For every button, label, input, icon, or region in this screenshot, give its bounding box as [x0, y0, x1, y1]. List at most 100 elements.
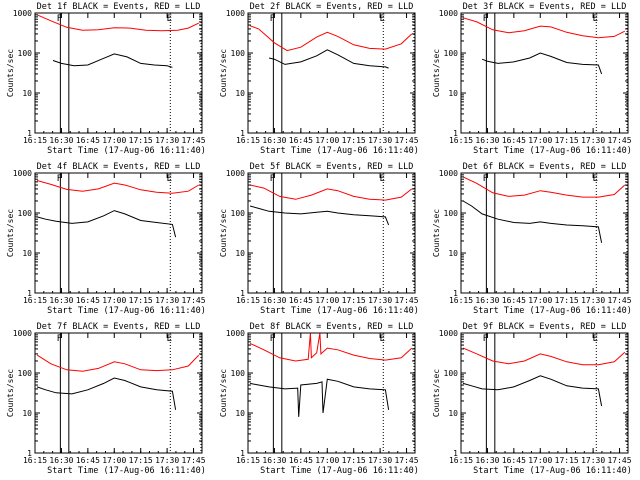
y-axis-label: Counts/sec [6, 49, 15, 97]
x-tick-label: 17:15 [342, 456, 366, 465]
x-tick-label: 17:15 [129, 136, 153, 145]
lld-series-line [249, 25, 413, 52]
x-tick-label: 16:45 [76, 296, 100, 305]
x-tick-label: 16:45 [289, 136, 313, 145]
x-tick-label: 17:00 [102, 456, 126, 465]
plot-frame [247, 172, 416, 294]
marker-label: E [593, 174, 598, 184]
marker-label: F [57, 174, 62, 184]
x-tick-label: 16:45 [289, 456, 313, 465]
plot-frame [460, 172, 629, 294]
marker-label: F [270, 334, 275, 344]
y-tick-label: 1 [240, 289, 245, 298]
y-axis-label: Counts/sec [219, 49, 228, 97]
x-tick-label: 17:45 [394, 136, 418, 145]
x-tick-label: 16:45 [76, 136, 100, 145]
x-axis-label: Start Time (17-Aug-06 16:11:40) [473, 466, 632, 476]
x-tick-label: 17:00 [102, 296, 126, 305]
events-series-line [36, 377, 177, 410]
plot-frame [460, 332, 629, 454]
panel-title: Det 3f BLACK = Events, RED = LLD [463, 2, 627, 12]
x-axis-label: Start Time (17-Aug-06 16:11:40) [47, 306, 206, 316]
plot-frame [34, 172, 203, 294]
y-tick-label: 10 [22, 89, 32, 98]
panel-title: Det 8f BLACK = Events, RED = LLD [250, 322, 414, 332]
x-tick-label: 17:45 [394, 296, 418, 305]
x-tick-label: 17:30 [368, 456, 392, 465]
x-tick-label: 16:30 [49, 296, 73, 305]
x-tick-label: 16:45 [76, 456, 100, 465]
y-tick-label: 1 [27, 449, 32, 458]
y-tick-label: 1 [240, 449, 245, 458]
marker-label: E [380, 334, 385, 344]
x-tick-label: 17:15 [342, 296, 366, 305]
marker-label: E [167, 334, 172, 344]
x-tick-label: 16:30 [262, 456, 286, 465]
y-tick-label: 1000 [439, 169, 458, 178]
panel-det-7: Det 7f BLACK = Events, RED = LLD F E 1 10 100… [6, 322, 206, 476]
y-tick-label: 100 [444, 209, 459, 218]
x-axis-label: Start Time (17-Aug-06 16:11:40) [260, 146, 419, 156]
y-tick-label: 10 [235, 409, 245, 418]
panel-title: Det 4f BLACK = Events, RED = LLD [37, 162, 201, 172]
panel-det-9: Det 9f BLACK = Events, RED = LLD F E 1 10 100… [432, 322, 632, 476]
marker-label: E [380, 174, 385, 184]
y-tick-label: 1000 [439, 9, 458, 18]
plot-frame [34, 12, 203, 134]
plot-frame [247, 332, 416, 454]
lld-series-line [249, 184, 413, 201]
x-tick-label: 16:15 [23, 136, 47, 145]
events-series-line [52, 53, 173, 68]
x-tick-label: 16:30 [262, 136, 286, 145]
x-tick-label: 17:00 [102, 136, 126, 145]
x-tick-label: 17:15 [129, 296, 153, 305]
x-tick-label: 17:15 [555, 456, 579, 465]
x-tick-label: 16:30 [49, 456, 73, 465]
marker-label: F [483, 334, 488, 344]
marker-label: F [270, 174, 275, 184]
y-tick-label: 1 [27, 289, 32, 298]
plot-frame [460, 12, 629, 134]
lld-series-line [36, 14, 200, 32]
x-axis-label: Start Time (17-Aug-06 16:11:40) [260, 306, 419, 316]
y-tick-label: 1 [453, 129, 458, 138]
y-tick-label: 100 [444, 369, 459, 378]
x-tick-label: 17:15 [555, 296, 579, 305]
y-tick-label: 100 [18, 369, 33, 378]
y-tick-label: 1000 [226, 9, 245, 18]
y-tick-label: 10 [235, 89, 245, 98]
x-tick-label: 17:45 [181, 456, 205, 465]
y-tick-label: 1000 [226, 329, 245, 338]
y-tick-label: 1000 [13, 9, 32, 18]
y-tick-label: 100 [231, 209, 246, 218]
lld-series-line [462, 176, 626, 198]
x-tick-label: 17:00 [528, 296, 552, 305]
lld-series-line [36, 180, 200, 194]
y-axis-label: Counts/sec [432, 49, 441, 97]
x-axis-label: Start Time (17-Aug-06 16:11:40) [473, 146, 632, 156]
x-tick-label: 17:45 [607, 456, 631, 465]
x-tick-label: 16:30 [49, 136, 73, 145]
y-tick-label: 10 [448, 249, 458, 258]
marker-label: E [167, 174, 172, 184]
x-tick-label: 16:15 [236, 456, 260, 465]
lld-series-line [462, 17, 626, 39]
x-tick-label: 16:45 [502, 296, 526, 305]
y-tick-label: 100 [18, 49, 33, 58]
x-tick-label: 17:15 [555, 136, 579, 145]
panel-title: Det 2f BLACK = Events, RED = LLD [250, 2, 414, 12]
events-series-line [249, 205, 390, 226]
events-series-line [481, 52, 603, 75]
y-tick-label: 1 [453, 289, 458, 298]
y-axis-label: Counts/sec [219, 369, 228, 417]
x-tick-label: 17:30 [368, 136, 392, 145]
y-tick-label: 100 [18, 209, 33, 218]
y-tick-label: 1000 [439, 329, 458, 338]
panel-title: Det 5f BLACK = Events, RED = LLD [250, 162, 414, 172]
events-series-line [36, 210, 177, 238]
x-tick-label: 17:30 [155, 456, 179, 465]
x-tick-label: 17:00 [315, 136, 339, 145]
y-tick-label: 1 [453, 449, 458, 458]
y-tick-label: 100 [231, 369, 246, 378]
marker-label: E [593, 334, 598, 344]
